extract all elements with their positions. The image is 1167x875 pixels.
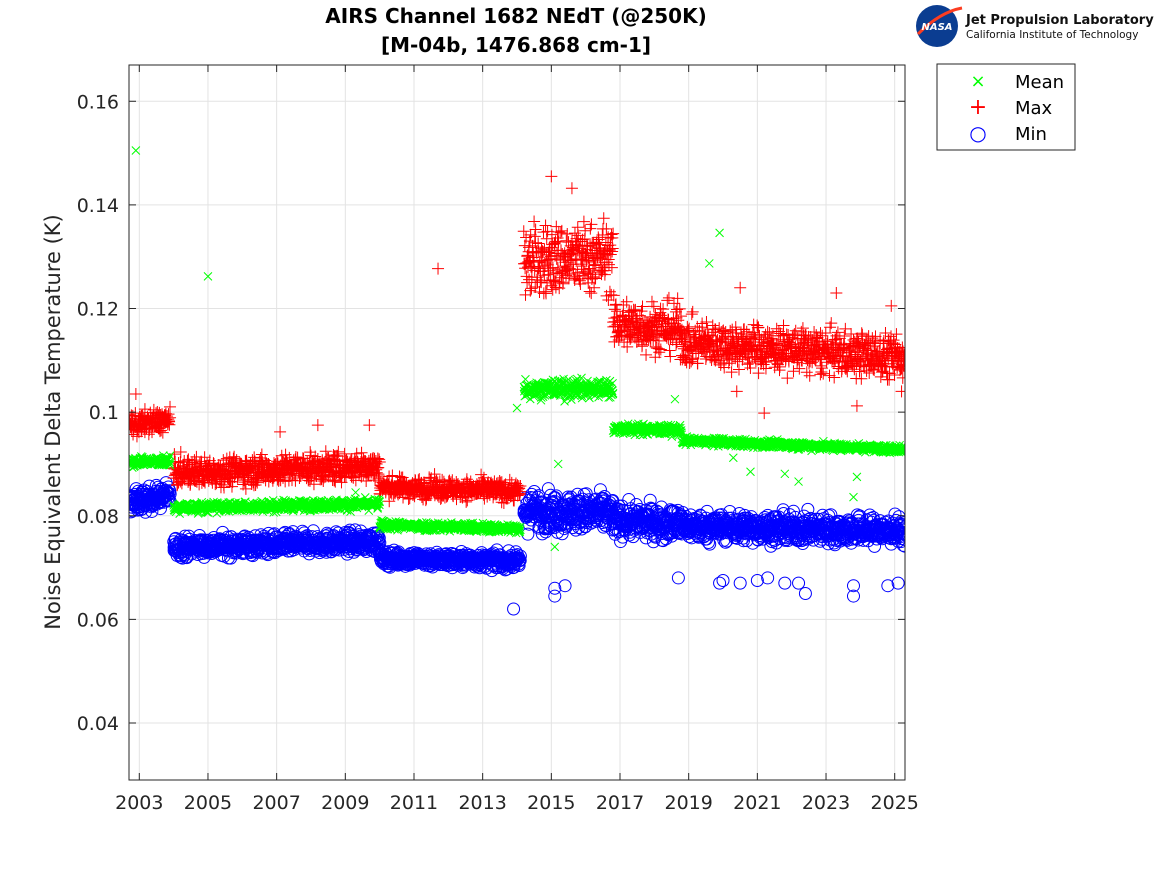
point-min bbox=[507, 602, 521, 616]
point-min bbox=[161, 485, 175, 499]
point-min bbox=[569, 523, 583, 537]
point-min bbox=[163, 494, 177, 508]
point-min bbox=[798, 586, 812, 600]
point-min bbox=[896, 538, 905, 552]
point-min bbox=[846, 589, 860, 603]
point-min bbox=[778, 576, 792, 590]
point-max bbox=[163, 418, 176, 431]
point-min bbox=[558, 579, 572, 593]
point-max bbox=[174, 446, 187, 459]
point-min bbox=[895, 525, 905, 539]
point-min bbox=[891, 576, 905, 590]
chart-subtitle: [M-04b, 1476.868 cm-1] bbox=[381, 33, 651, 57]
point-min bbox=[513, 549, 527, 563]
point-min bbox=[846, 579, 860, 593]
point-max bbox=[307, 478, 320, 491]
point-min bbox=[548, 589, 562, 603]
point-min bbox=[541, 482, 555, 496]
point-min bbox=[548, 581, 562, 595]
point-max bbox=[329, 475, 342, 488]
point-min bbox=[713, 576, 727, 590]
point-max bbox=[164, 411, 177, 424]
point-max bbox=[250, 475, 263, 488]
point-max bbox=[228, 450, 241, 463]
point-min bbox=[761, 571, 775, 585]
point-max bbox=[239, 482, 252, 495]
point-min bbox=[716, 574, 730, 588]
point-max bbox=[209, 478, 222, 491]
point-min bbox=[703, 537, 717, 551]
data-points bbox=[129, 146, 905, 616]
point-min bbox=[881, 579, 895, 593]
point-min bbox=[792, 576, 806, 590]
point-min bbox=[723, 504, 737, 518]
point-min bbox=[513, 554, 527, 568]
point-min bbox=[897, 516, 905, 530]
point-max bbox=[153, 425, 166, 438]
point-min bbox=[622, 493, 636, 507]
point-min bbox=[894, 519, 905, 533]
point-min bbox=[145, 504, 159, 518]
point-min bbox=[555, 527, 569, 541]
point-max bbox=[138, 403, 151, 416]
point-min bbox=[512, 559, 526, 573]
point-min bbox=[895, 517, 905, 531]
point-min bbox=[897, 523, 905, 537]
point-max bbox=[168, 448, 181, 461]
point-min bbox=[733, 576, 747, 590]
point-min bbox=[671, 571, 685, 585]
point-min bbox=[643, 493, 657, 507]
point-max bbox=[338, 447, 351, 460]
point-min bbox=[615, 499, 629, 513]
plot-background bbox=[129, 65, 905, 780]
point-min bbox=[644, 501, 658, 515]
chart-title: AIRS Channel 1682 NEdT (@250K) bbox=[325, 4, 706, 28]
point-max bbox=[225, 480, 238, 493]
point-max bbox=[198, 451, 211, 464]
point-max bbox=[151, 406, 164, 419]
grid bbox=[129, 65, 905, 780]
point-min bbox=[701, 536, 715, 550]
point-min bbox=[801, 502, 815, 516]
point-min bbox=[153, 502, 167, 516]
point-max bbox=[332, 445, 345, 458]
point-min bbox=[163, 487, 177, 501]
point-max bbox=[218, 481, 231, 494]
point-max bbox=[347, 471, 360, 484]
point-max bbox=[319, 445, 332, 458]
point-min bbox=[509, 545, 523, 559]
point-min bbox=[548, 490, 562, 504]
point-max bbox=[350, 447, 363, 460]
point-max bbox=[146, 426, 159, 439]
point-max bbox=[164, 400, 177, 413]
point-min bbox=[750, 574, 764, 588]
